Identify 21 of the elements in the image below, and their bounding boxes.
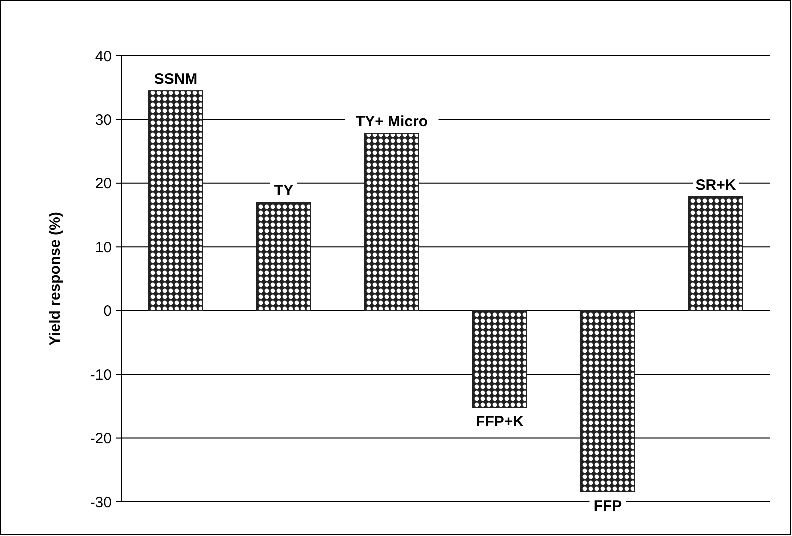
- bar: [364, 133, 420, 312]
- x-tick-label: SR+K: [696, 176, 736, 194]
- y-tick-label: 10: [95, 239, 112, 256]
- y-axis-title: Yield response (%): [47, 212, 64, 346]
- x-tick-label: TY: [274, 182, 294, 200]
- y-tick-label: 20: [95, 176, 112, 193]
- y-tick-label: -20: [90, 430, 112, 448]
- y-tick-label: 0: [104, 303, 112, 320]
- bar: [688, 196, 744, 312]
- y-tick-label: -10: [90, 366, 112, 384]
- x-tick-label: TY+ Micro: [356, 114, 428, 131]
- y-tick-label: -30: [90, 494, 112, 512]
- bar: [256, 202, 312, 312]
- y-tick-label: 30: [95, 112, 112, 129]
- y-tick-label: 40: [95, 48, 112, 66]
- bar: [580, 310, 636, 492]
- bar: [472, 310, 528, 408]
- bar: [148, 90, 204, 312]
- x-tick-label: SSNM: [154, 71, 198, 88]
- x-tick-label: FFP: [594, 498, 622, 515]
- x-tick-label: FFP+K: [476, 414, 524, 431]
